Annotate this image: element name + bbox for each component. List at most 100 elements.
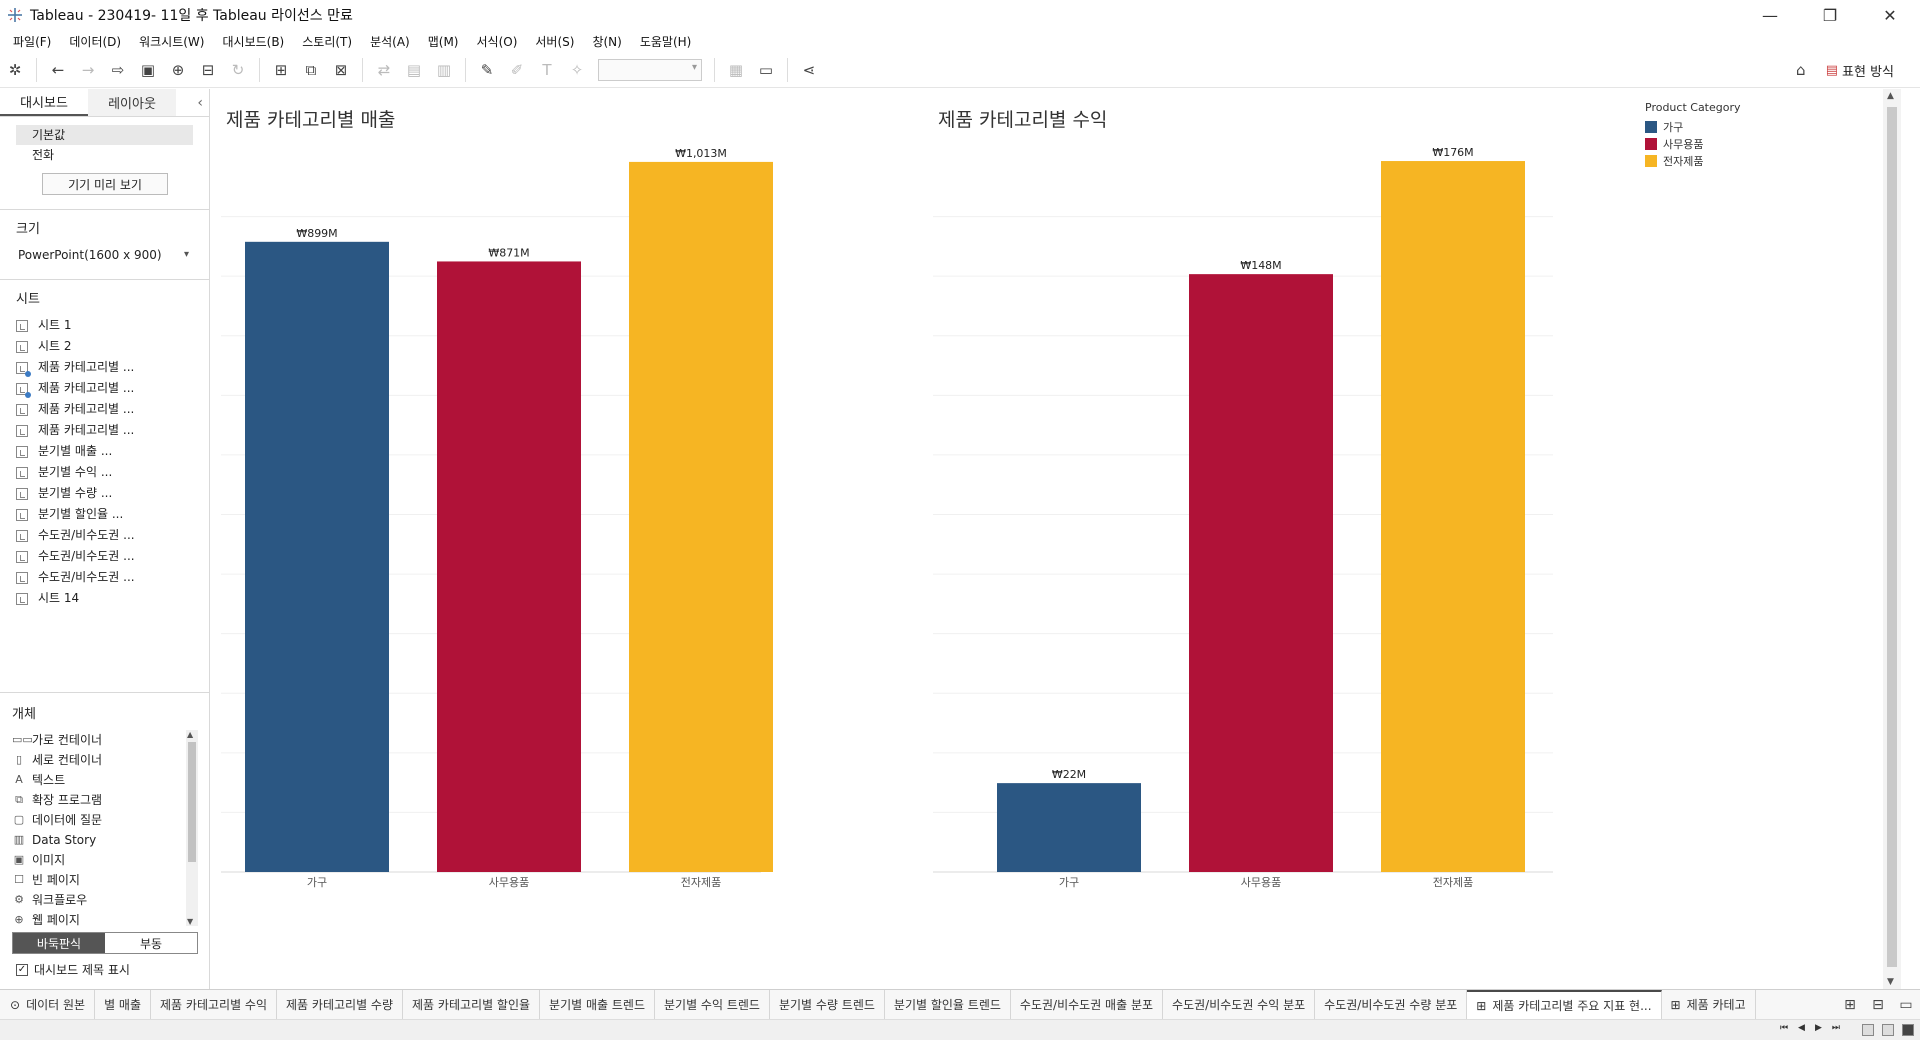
highlight-icon[interactable]: ✎ <box>480 60 494 79</box>
bar-1[interactable] <box>437 261 581 873</box>
clear-sheet-icon[interactable]: ⊠ <box>334 60 348 79</box>
menu-item-10[interactable]: 도움말(H) <box>639 34 692 49</box>
format-painter-icon[interactable]: ⌂ <box>1795 61 1806 79</box>
sheet-item[interactable]: 분기별 매출 ... <box>16 441 193 462</box>
scroll-down-icon[interactable]: ▼ <box>1887 977 1894 987</box>
sheet-tab[interactable]: 분기별 수익 트렌드 <box>655 990 770 1019</box>
sheet-tab[interactable]: 제품 카테고리별 수익 <box>151 990 278 1019</box>
sheet-tab[interactable]: ⊞ 제품 카테고리별 주요 지표 현... <box>1467 990 1662 1019</box>
scroll-down-icon[interactable]: ▼ <box>187 917 194 926</box>
profit-bar-chart[interactable]: ₩22M 가구 ₩148M 사무용품 ₩176M 전자제품 <box>933 146 1573 989</box>
data-source-tab[interactable]: ⊙ 데이터 원본 <box>0 990 96 1019</box>
show-sorter-icon[interactable] <box>1902 1024 1914 1036</box>
object-item[interactable]: ⧉ 확장 프로그램 <box>12 790 182 810</box>
replay-icon[interactable]: ⇨ <box>111 60 125 79</box>
bar-2[interactable] <box>1381 161 1525 872</box>
sort-descending-icon[interactable]: ▥ <box>436 60 452 79</box>
objects-scroll-thumb[interactable] <box>188 742 196 862</box>
show-hide-cards-icon[interactable]: ▦ <box>728 60 744 79</box>
sheet-tab[interactable]: 수도권/비수도권 매출 분포 <box>1011 990 1164 1019</box>
menu-item-1[interactable]: 데이터(D) <box>69 34 122 49</box>
object-item[interactable]: ▭▭ 가로 컨테이너 <box>12 730 182 750</box>
canvas-scroll-thumb[interactable] <box>1887 107 1897 967</box>
device-preview-button[interactable]: 기기 미리 보기 <box>42 173 168 195</box>
menu-item-2[interactable]: 워크시트(W) <box>139 34 205 49</box>
sheet-tab[interactable]: 분기별 할인율 트렌드 <box>885 990 1011 1019</box>
size-dropdown[interactable]: PowerPoint(1600 x 900) <box>16 245 193 265</box>
sheet-item[interactable]: 분기별 할인율 ... <box>16 504 193 525</box>
sheet-item[interactable]: 수도권/비수도권 ... <box>16 525 193 546</box>
sheet-item[interactable]: 제품 카테고리별 ... <box>16 399 193 420</box>
swap-rows-columns-icon[interactable]: ⇄ <box>377 60 391 79</box>
save-icon[interactable]: ▣ <box>140 60 156 79</box>
bar-0[interactable] <box>245 241 389 873</box>
legend-item[interactable]: 전자제품 <box>1645 152 1741 169</box>
tab-layout[interactable]: 레이아웃 <box>88 89 176 116</box>
menu-item-0[interactable]: 파일(F) <box>13 34 52 49</box>
sheet-tab[interactable]: 분기별 매출 트렌드 <box>540 990 655 1019</box>
minimize-button[interactable]: — <box>1762 5 1778 25</box>
canvas-scrollbar[interactable]: ▲ ▼ <box>1883 89 1901 989</box>
object-item[interactable]: A 텍스트 <box>12 770 182 790</box>
new-story-tab-icon[interactable]: ▭ <box>1899 997 1913 1013</box>
close-button[interactable]: ✕ <box>1883 5 1897 25</box>
new-dashboard-tab-icon[interactable]: ⊟ <box>1872 997 1884 1013</box>
tiled-option[interactable]: 바둑판식 <box>13 933 105 953</box>
device-item-default[interactable]: 기본값 <box>16 125 193 145</box>
sheet-item[interactable]: 수도권/비수도권 ... <box>16 567 193 588</box>
menu-item-7[interactable]: 서식(O) <box>476 34 518 49</box>
scroll-up-icon[interactable]: ▲ <box>187 730 194 739</box>
sort-ascending-icon[interactable]: ▤ <box>406 60 422 79</box>
first-sheet-icon[interactable]: ⏮ <box>1779 1023 1789 1033</box>
sheet-item[interactable]: 분기별 수익 ... <box>16 462 193 483</box>
undo-icon[interactable]: ← <box>51 60 65 79</box>
sheet-tab[interactable]: ⊞ 제품 카테고 <box>1662 990 1756 1019</box>
object-item[interactable]: ▢ 데이터에 질문 <box>12 810 182 830</box>
new-worksheet-tab-icon[interactable]: ⊞ <box>1844 997 1856 1013</box>
legend-item[interactable]: 사무용품 <box>1645 135 1741 152</box>
object-item[interactable]: ▣ 이미지 <box>12 850 182 870</box>
object-item[interactable]: ⊕ 웹 페이지 <box>12 910 182 930</box>
legend-item[interactable]: 가구 <box>1645 118 1741 135</box>
new-worksheet-icon[interactable]: ⊞ <box>274 60 288 79</box>
sheet-item[interactable]: 시트 14 <box>16 588 193 609</box>
group-members-icon[interactable]: ✐ <box>510 60 524 79</box>
object-item[interactable]: ☐ 빈 페이지 <box>12 870 182 890</box>
show-filmstrip-icon[interactable] <box>1882 1024 1894 1036</box>
sheet-tab[interactable]: 수도권/비수도권 수익 분포 <box>1163 990 1316 1019</box>
collapse-pane-icon[interactable]: ‹ <box>197 94 203 111</box>
object-item[interactable]: ▯ 세로 컨테이너 <box>12 750 182 770</box>
object-item[interactable]: ▥ Data Story <box>12 830 182 850</box>
presentation-mode-icon[interactable]: ▭ <box>758 60 774 79</box>
redo-icon[interactable]: → <box>81 60 95 79</box>
share-icon[interactable]: ⋖ <box>802 60 816 79</box>
bar-2[interactable] <box>629 161 773 872</box>
sheet-item[interactable]: 수도권/비수도권 ... <box>16 546 193 567</box>
bar-1[interactable] <box>1189 274 1333 872</box>
menu-item-5[interactable]: 분석(A) <box>370 34 410 49</box>
maximize-button[interactable]: ❐ <box>1822 5 1838 25</box>
sheet-tab[interactable]: 수도권/비수도권 수량 분포 <box>1315 990 1468 1019</box>
menu-item-6[interactable]: 맵(M) <box>427 34 459 49</box>
sheet-item[interactable]: 제품 카테고리별 ... <box>16 357 193 378</box>
show-tabs-icon[interactable] <box>1862 1024 1874 1036</box>
menu-item-3[interactable]: 대시보드(B) <box>222 34 285 49</box>
prev-sheet-icon[interactable]: ◀ <box>1798 1023 1805 1033</box>
new-data-source-icon[interactable]: ⊕ <box>171 60 185 79</box>
objects-scrollbar[interactable]: ▲ ▼ <box>186 730 198 926</box>
fix-axes-icon[interactable]: ✧ <box>570 60 584 79</box>
floating-option[interactable]: 부동 <box>139 936 163 951</box>
show-title-checkbox[interactable]: ✓ <box>16 963 28 976</box>
show-dashboard-title[interactable]: ✓ 대시보드 제목 표시 <box>16 961 130 978</box>
refresh-icon[interactable]: ↻ <box>231 60 245 79</box>
show-me-button[interactable]: ▤ 표현 방식 <box>1826 61 1894 80</box>
device-item-phone[interactable]: 전화 <box>32 148 55 162</box>
sheet-tab[interactable]: 제품 카테고리별 수량 <box>277 990 404 1019</box>
menu-item-4[interactable]: 스토리(T) <box>302 34 353 49</box>
tableau-home-icon[interactable]: ✲ <box>8 60 22 79</box>
sales-bar-chart[interactable]: ₩899M 가구 ₩871M 사무용품 ₩1,013M 전자제품 <box>221 147 781 989</box>
duplicate-sheet-icon[interactable]: ⧉ <box>305 60 317 79</box>
sheet-item[interactable]: 제품 카테고리별 ... <box>16 378 193 399</box>
menu-item-8[interactable]: 서버(S) <box>535 34 575 49</box>
sheet-item[interactable]: 시트 2 <box>16 336 193 357</box>
